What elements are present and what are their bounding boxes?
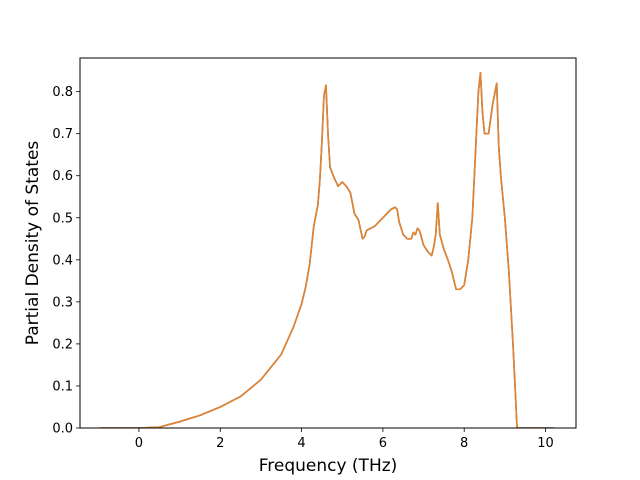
y-tick-label: 0.3 — [52, 295, 73, 310]
plot-frame — [79, 57, 577, 429]
y-tick-label: 0.2 — [52, 337, 73, 352]
y-tick-label: 0.6 — [52, 169, 73, 184]
y-tick-label: 0.7 — [52, 127, 73, 142]
x-axis-label: Frequency (THz) — [259, 456, 398, 476]
x-tick-label: 6 — [379, 436, 387, 451]
y-tick-label: 0.5 — [52, 211, 73, 226]
y-tick-label: 0.8 — [52, 85, 73, 100]
y-axis-label: Partial Density of States — [23, 141, 43, 346]
tick-layer: 0 2 4 6 8 10 0.0 0.1 0.2 0.3 0.4 0.5 0.6 0.7 0.8 — [52, 85, 553, 451]
series-layer — [100, 71, 554, 428]
y-tick-label: 0.0 — [52, 422, 73, 437]
y-tick-label: 0.1 — [52, 379, 73, 394]
y-tick-label: 0.4 — [52, 253, 73, 268]
x-tick-label: 8 — [460, 436, 468, 451]
x-tick-label: 2 — [216, 436, 224, 451]
x-tick-label: 10 — [537, 436, 554, 451]
series-line-0 — [100, 71, 554, 428]
x-tick-label: 0 — [135, 436, 143, 451]
x-tick-label: 4 — [297, 436, 305, 451]
